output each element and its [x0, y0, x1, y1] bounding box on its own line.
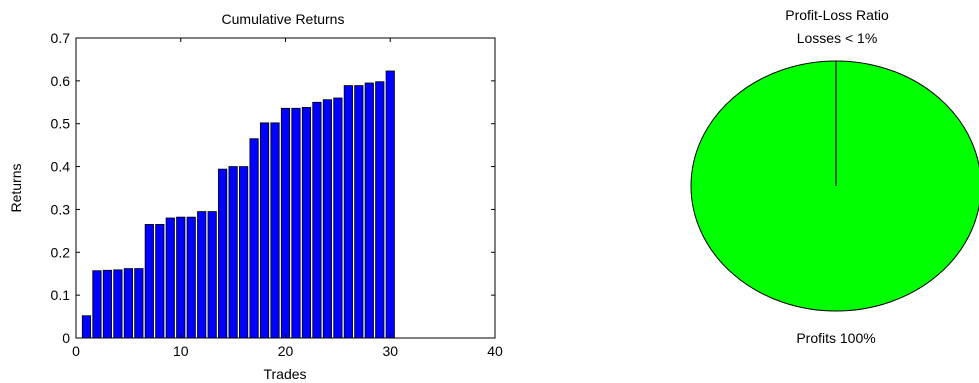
bar-24: [322, 99, 332, 339]
x-tick-label: 0: [72, 343, 80, 359]
bar-chart-xlabel: Trades: [263, 366, 306, 382]
bar-19: [270, 122, 280, 339]
pie-chart-subtitle: Losses < 1%: [797, 30, 878, 46]
pie-group: [690, 60, 979, 312]
bar-16: [239, 166, 249, 339]
bar-7: [144, 224, 154, 339]
bar-chart-ylabel: Returns: [8, 163, 24, 212]
bar-30: [385, 70, 395, 339]
y-tick-label: 0.6: [51, 73, 71, 89]
bar-29: [375, 81, 385, 339]
bar-group: [81, 70, 395, 339]
bar-chart-title: Cumulative Returns: [222, 11, 345, 27]
bar-6: [134, 268, 144, 339]
profit-loss-pie-chart: Profit-Loss Ratio Losses < 1% Profits 10…: [690, 7, 979, 346]
bar-13: [207, 211, 217, 339]
bar-8: [155, 224, 165, 339]
bar-18: [259, 122, 270, 339]
bar-23: [312, 101, 322, 339]
bar-4: [113, 269, 123, 339]
x-tick-label: 40: [487, 343, 503, 359]
y-tick-label: 0.7: [51, 30, 71, 46]
bar-20: [280, 107, 291, 339]
bar-21: [291, 107, 301, 339]
y-tick-label: 0: [62, 330, 70, 346]
pie-slice-0: [690, 60, 979, 312]
x-tick-label: 10: [173, 343, 189, 359]
bar-17: [249, 138, 259, 339]
bar-25: [333, 97, 343, 339]
bar-11: [186, 216, 196, 339]
bar-2: [92, 270, 102, 339]
bar-12: [197, 211, 207, 339]
bar-5: [123, 268, 133, 339]
bar-1: [81, 315, 92, 339]
bar-3: [102, 269, 113, 339]
y-tick-label: 0.4: [51, 159, 71, 175]
bar-10: [176, 216, 186, 339]
bar-15: [228, 166, 238, 339]
bar-26: [343, 85, 353, 339]
y-tick-label: 0.2: [51, 244, 71, 260]
bar-14: [218, 168, 228, 339]
bar-22: [301, 107, 312, 339]
x-tick-label: 20: [278, 343, 294, 359]
pie-slice-label-profits: Profits 100%: [796, 330, 875, 346]
x-tick-label: 30: [382, 343, 398, 359]
y-tick-label: 0.5: [51, 116, 71, 132]
cumulative-returns-chart: Cumulative Returns 0 10 20 30 40 0 0.1 0.2 0.3 0.…: [8, 11, 503, 382]
bar-chart-ticks: 0 10 20 30 40 0 0.1 0.2 0.3 0.4 0.5 0.6 0.7: [51, 30, 503, 359]
pie-chart-title: Profit-Loss Ratio: [785, 7, 889, 23]
bar-9: [165, 217, 175, 339]
y-tick-label: 0.1: [51, 287, 71, 303]
bar-28: [364, 82, 374, 339]
bar-27: [354, 85, 364, 339]
y-tick-label: 0.3: [51, 201, 71, 217]
